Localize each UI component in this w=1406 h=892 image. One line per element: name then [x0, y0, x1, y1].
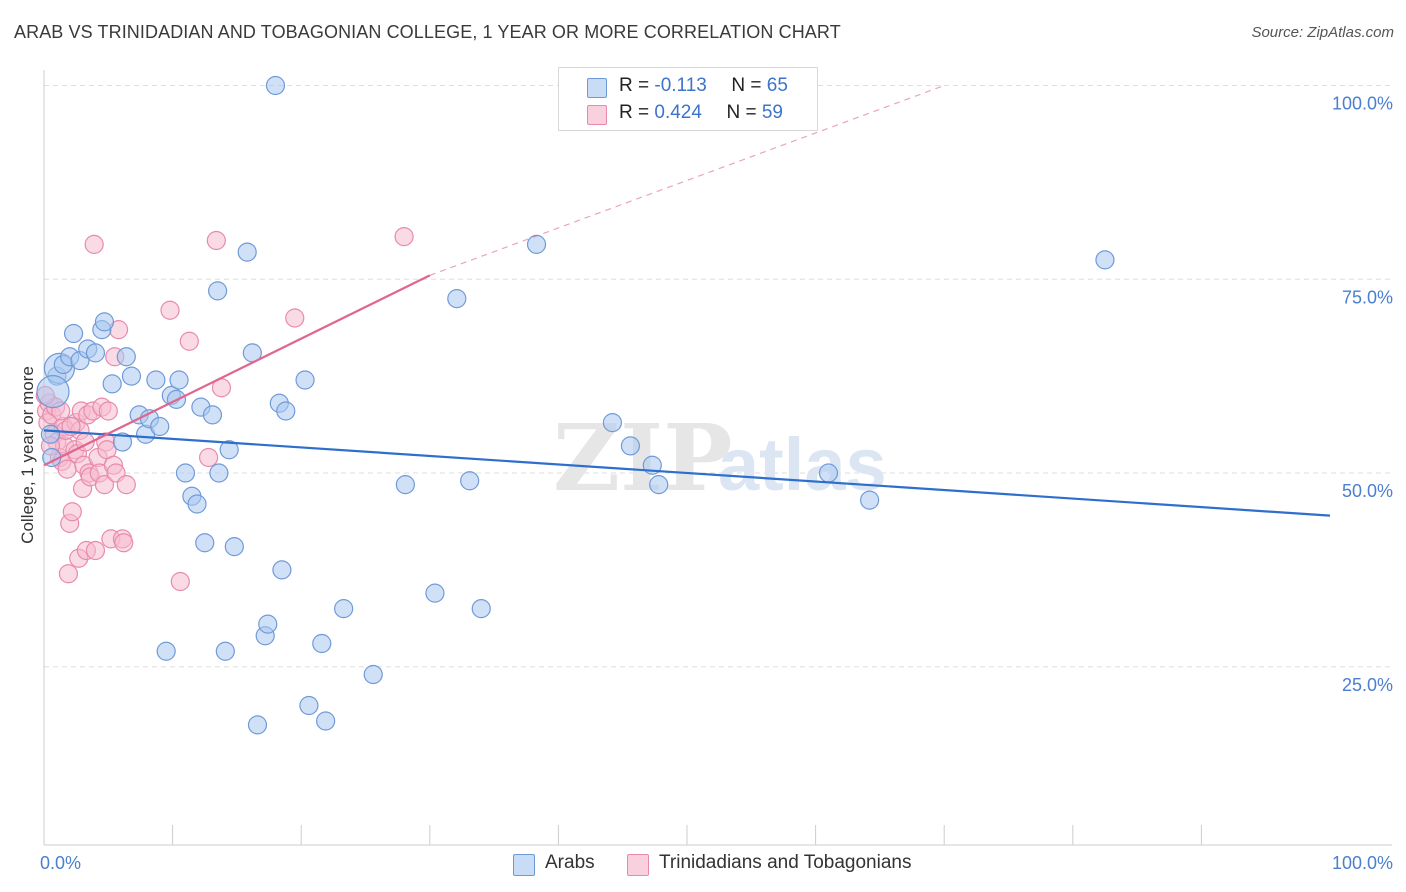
trini-point [94, 475, 115, 495]
legend-n-label: N = [726, 102, 762, 123]
arab-point [224, 537, 244, 557]
arab-point [150, 416, 170, 437]
arab-point [447, 289, 467, 309]
arab-point [237, 242, 257, 262]
arabs-trend-line [43, 429, 1331, 517]
watermark-zip: ZIP [553, 404, 732, 512]
trini-point [98, 401, 118, 421]
legend-swatch-arabs [587, 78, 607, 98]
legend-r-value-arabs: -0.113 [654, 75, 707, 96]
stats-legend: R = -0.113 N = 65 R = 0.424 N = 59 [558, 67, 818, 131]
arab-point [258, 614, 278, 634]
trini-point [114, 533, 134, 553]
y-axis-label: College, 1 year or more [18, 366, 37, 544]
arab-point [526, 234, 547, 254]
arab-point [265, 75, 286, 96]
trini-point [170, 571, 190, 592]
arab-point [187, 494, 207, 514]
arab-point [36, 375, 70, 409]
trini-point [206, 230, 226, 251]
arab-point [818, 463, 839, 483]
legend-r-label: R = [619, 75, 655, 96]
arab-point [1095, 250, 1115, 270]
trini-point [179, 331, 199, 351]
arab-point [63, 323, 84, 344]
trini-trend-line [43, 274, 431, 467]
arab-point [94, 312, 115, 332]
x-tick-label: 0.0% [40, 853, 81, 873]
bottom-legend-swatch-trini [627, 854, 649, 876]
y-tick-label: 75.0% [1342, 287, 1393, 307]
grid [44, 85, 1392, 668]
chart-title: ARAB VS TRINIDADIAN AND TOBAGONIAN COLLE… [14, 22, 841, 42]
bottom-legend-label-arabs: Arabs [545, 852, 595, 873]
trend-lines [43, 84, 1331, 517]
legend-n-label: N = [731, 75, 767, 96]
trini-point [394, 227, 414, 247]
arab-point [272, 560, 292, 580]
y-tick-label: 100.0% [1332, 94, 1393, 114]
arab-point [295, 370, 315, 390]
trini-point [84, 234, 104, 254]
trini-point [85, 540, 106, 561]
arab-point [425, 583, 445, 603]
legend-swatch-trini [587, 105, 607, 125]
watermark: ZIP atlas [553, 404, 887, 512]
arab-point [334, 599, 354, 619]
arab-point [85, 343, 106, 363]
arab-point [146, 370, 166, 390]
y-tick-label: 25.0% [1342, 675, 1393, 695]
arab-point [40, 424, 61, 444]
arab-point [649, 475, 669, 495]
legend-n-value-trini: 59 [761, 102, 783, 123]
arab-point [276, 401, 296, 421]
trini-point [199, 447, 219, 468]
legend-r-label: R = [619, 102, 655, 123]
arab-point [363, 664, 383, 685]
trini-point [116, 475, 136, 495]
arab-point [209, 463, 229, 483]
trini-point [160, 300, 180, 320]
arab-point [112, 432, 133, 452]
arab-point [471, 599, 491, 619]
arab-point [175, 463, 196, 483]
series-trinidadians [35, 227, 414, 592]
trini-point [62, 502, 82, 522]
bottom-legend-label-trini: Trinidadians and Tobagonians [659, 852, 912, 873]
tick-labels: 25.0% 50.0% 75.0% 100.0% 0.0% 100.0% [40, 94, 1393, 874]
y-tick-label: 50.0% [1342, 481, 1393, 501]
arab-point [316, 711, 336, 731]
bottom-legend-swatch-arabs [513, 854, 535, 876]
arab-point [156, 641, 176, 661]
arab-point [219, 440, 239, 460]
arab-point [247, 715, 268, 735]
trini-point [57, 459, 77, 479]
legend-n-value-arabs: 65 [766, 75, 788, 96]
arab-point [395, 475, 415, 495]
arab-point [195, 533, 215, 553]
trini-point [285, 308, 305, 328]
series-arabs [36, 75, 1115, 735]
arab-point [460, 471, 480, 491]
x-tick-label: 100.0% [1332, 853, 1393, 873]
arab-point [116, 347, 136, 367]
arab-point [860, 490, 880, 510]
trini-point [58, 564, 79, 584]
arab-point [208, 281, 228, 301]
source-label: Source: ZipAtlas.com [1251, 24, 1394, 41]
arab-point [215, 641, 235, 661]
legend-r-value-trini: 0.424 [654, 102, 702, 123]
watermark-atlas: atlas [718, 423, 887, 506]
arab-point [202, 405, 223, 425]
arab-point [312, 633, 332, 654]
arab-point [169, 370, 189, 390]
arab-point [620, 436, 641, 456]
trini-trend-extension [429, 84, 945, 276]
arab-point [121, 366, 142, 386]
arab-point [102, 374, 122, 394]
arab-point [299, 695, 319, 716]
arab-point [602, 413, 623, 433]
